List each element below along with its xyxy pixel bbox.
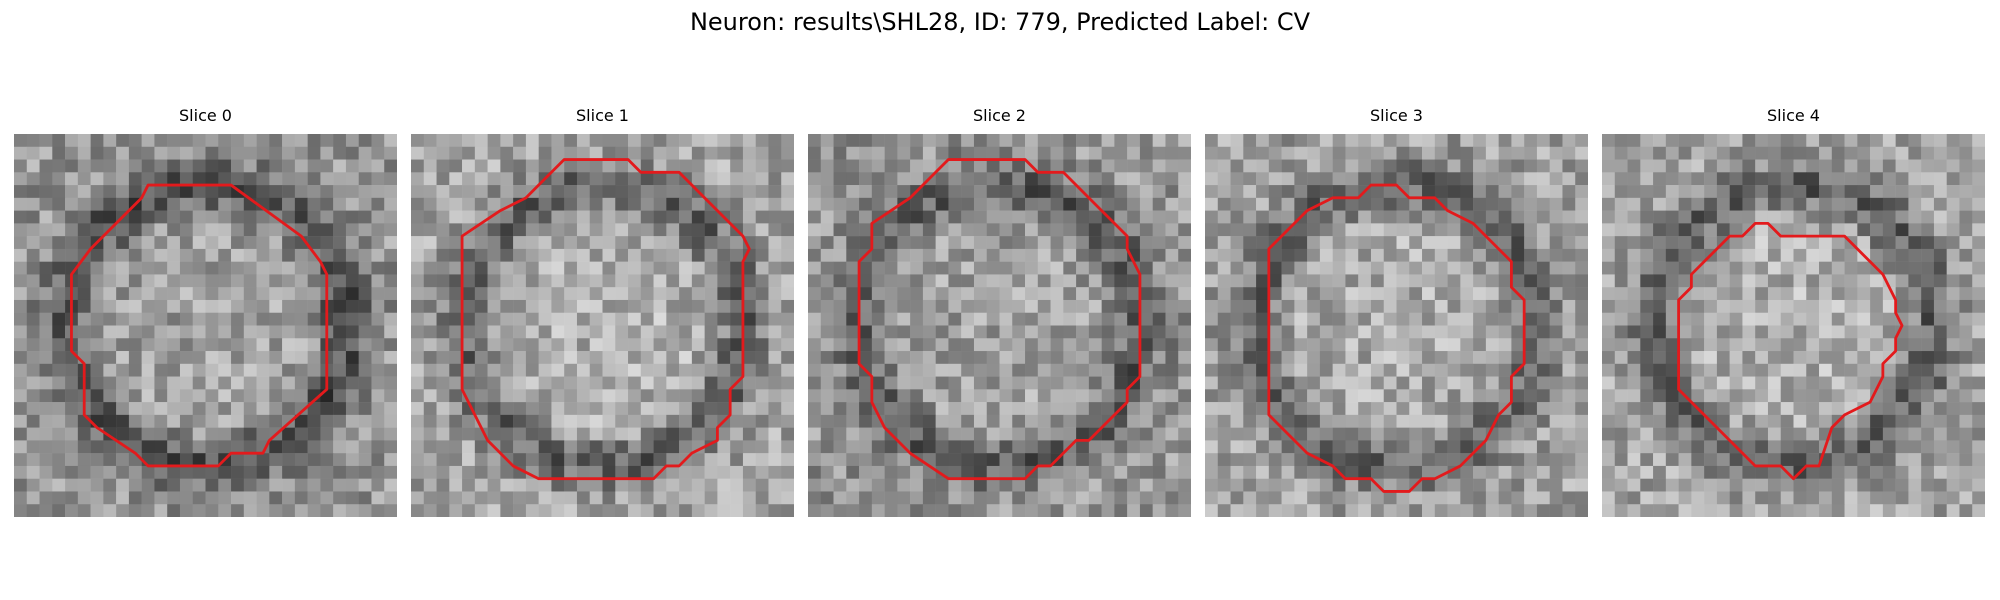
slice-title-4: Slice 4 bbox=[1767, 106, 1820, 125]
slice-title-3: Slice 3 bbox=[1370, 106, 1423, 125]
slice-image-1 bbox=[411, 134, 794, 517]
slice-panel-0: Slice 0 bbox=[14, 106, 397, 530]
figure-title: Neuron: results\SHL28, ID: 779, Predicte… bbox=[689, 8, 1311, 36]
slice-title-2: Slice 2 bbox=[973, 106, 1026, 125]
slice-image-2 bbox=[808, 134, 1191, 517]
slice-panel-3: Slice 3 bbox=[1205, 106, 1588, 530]
pixel-grid-4 bbox=[1602, 134, 1985, 517]
pixel-grid-1 bbox=[411, 134, 794, 517]
slice-title-1: Slice 1 bbox=[576, 106, 629, 125]
slice-image-0 bbox=[14, 134, 397, 517]
slice-image-3 bbox=[1205, 134, 1588, 517]
contour-outline-3 bbox=[1267, 183, 1526, 493]
contour-outline-0 bbox=[70, 183, 329, 468]
contour-outline-4 bbox=[1677, 221, 1904, 481]
slice-panel-1: Slice 1 bbox=[411, 106, 794, 530]
contour-outline-1 bbox=[460, 158, 751, 481]
contour-outline-2 bbox=[857, 158, 1142, 481]
slice-panel-4: Slice 4 bbox=[1602, 106, 1985, 530]
slice-panel-2: Slice 2 bbox=[808, 106, 1191, 530]
slice-image-4 bbox=[1602, 134, 1985, 517]
pixel-grid-2 bbox=[808, 134, 1191, 517]
pixel-grid-3 bbox=[1205, 134, 1588, 517]
pixel-grid-0 bbox=[14, 134, 397, 517]
slice-title-0: Slice 0 bbox=[179, 106, 232, 125]
